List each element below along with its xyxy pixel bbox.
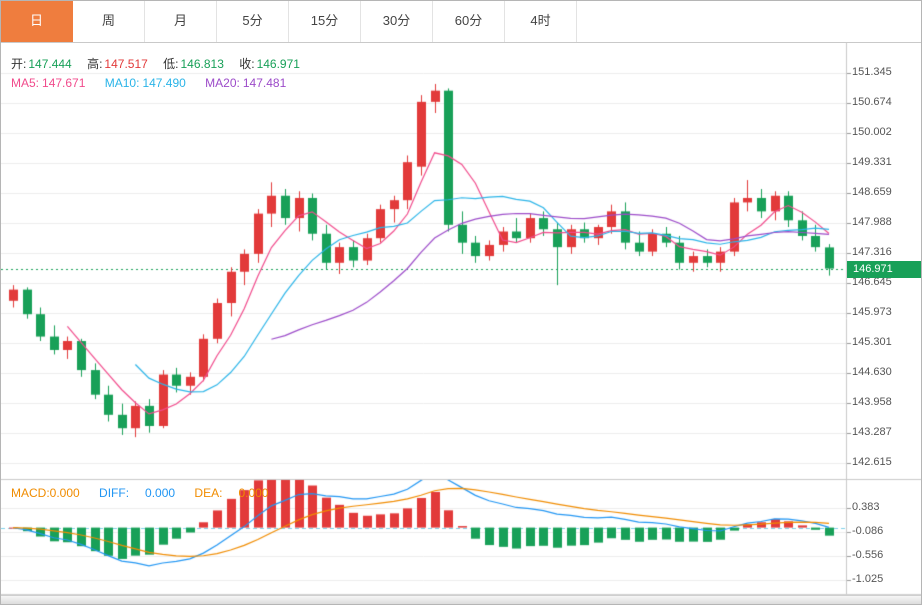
chart-area: 开: 147.444 高: 147.517 低: 146.813 收: 146.971 … — [1, 43, 921, 604]
tab-60min[interactable]: 60分 — [433, 1, 505, 42]
macd-value: 0.000 — [49, 486, 80, 500]
tab-4hour[interactable]: 4时 — [505, 1, 577, 42]
tab-week[interactable]: 周 — [73, 1, 145, 42]
close-value: 146.971 — [256, 57, 300, 71]
close-label: 收: — [239, 57, 255, 71]
ma-row: MA5: 147.671 MA10: 147.490 MA20: 147.481 — [11, 76, 286, 90]
dea-label: DEA: — [194, 486, 223, 500]
open-value: 147.444 — [28, 57, 72, 71]
macd-header-row: MACD:0.000 DIFF: 0.000 DEA: 0.000 — [11, 486, 268, 500]
open-label: 开: — [11, 57, 27, 71]
chart-canvas[interactable] — [1, 43, 921, 604]
tab-5min[interactable]: 5分 — [217, 1, 289, 42]
high-label: 高: — [87, 57, 103, 71]
ma5-label: MA5: — [11, 76, 40, 90]
macd-label: MACD: — [11, 486, 50, 500]
scrollbar-track[interactable] — [1, 595, 921, 604]
ma10-label: MA10: — [104, 76, 140, 90]
ohlc-row: 开: 147.444 高: 147.517 低: 146.813 收: 146.971 — [11, 55, 300, 72]
tab-bar: 日周月 5分 15分 30分 60分 4时 — [1, 1, 921, 43]
low-label: 低: — [163, 57, 179, 71]
dea-value: 0.000 — [238, 486, 269, 500]
tab-month[interactable]: 月 — [145, 1, 217, 42]
tab-day[interactable]: 日 — [1, 1, 73, 42]
ma10-value: 147.490 — [142, 76, 186, 90]
diff-value: 0.000 — [145, 486, 176, 500]
ma20-value: 147.481 — [242, 76, 287, 90]
tab-30min[interactable]: 30分 — [361, 1, 433, 42]
diff-label: DIFF: — [99, 486, 130, 500]
tab-15min[interactable]: 15分 — [289, 1, 361, 42]
ma20-label: MA20: — [205, 76, 240, 90]
ma5-value: 147.671 — [42, 76, 86, 90]
high-value: 147.517 — [104, 57, 148, 71]
current-price-tag: 146.971 — [847, 260, 921, 278]
low-value: 146.813 — [180, 57, 224, 71]
